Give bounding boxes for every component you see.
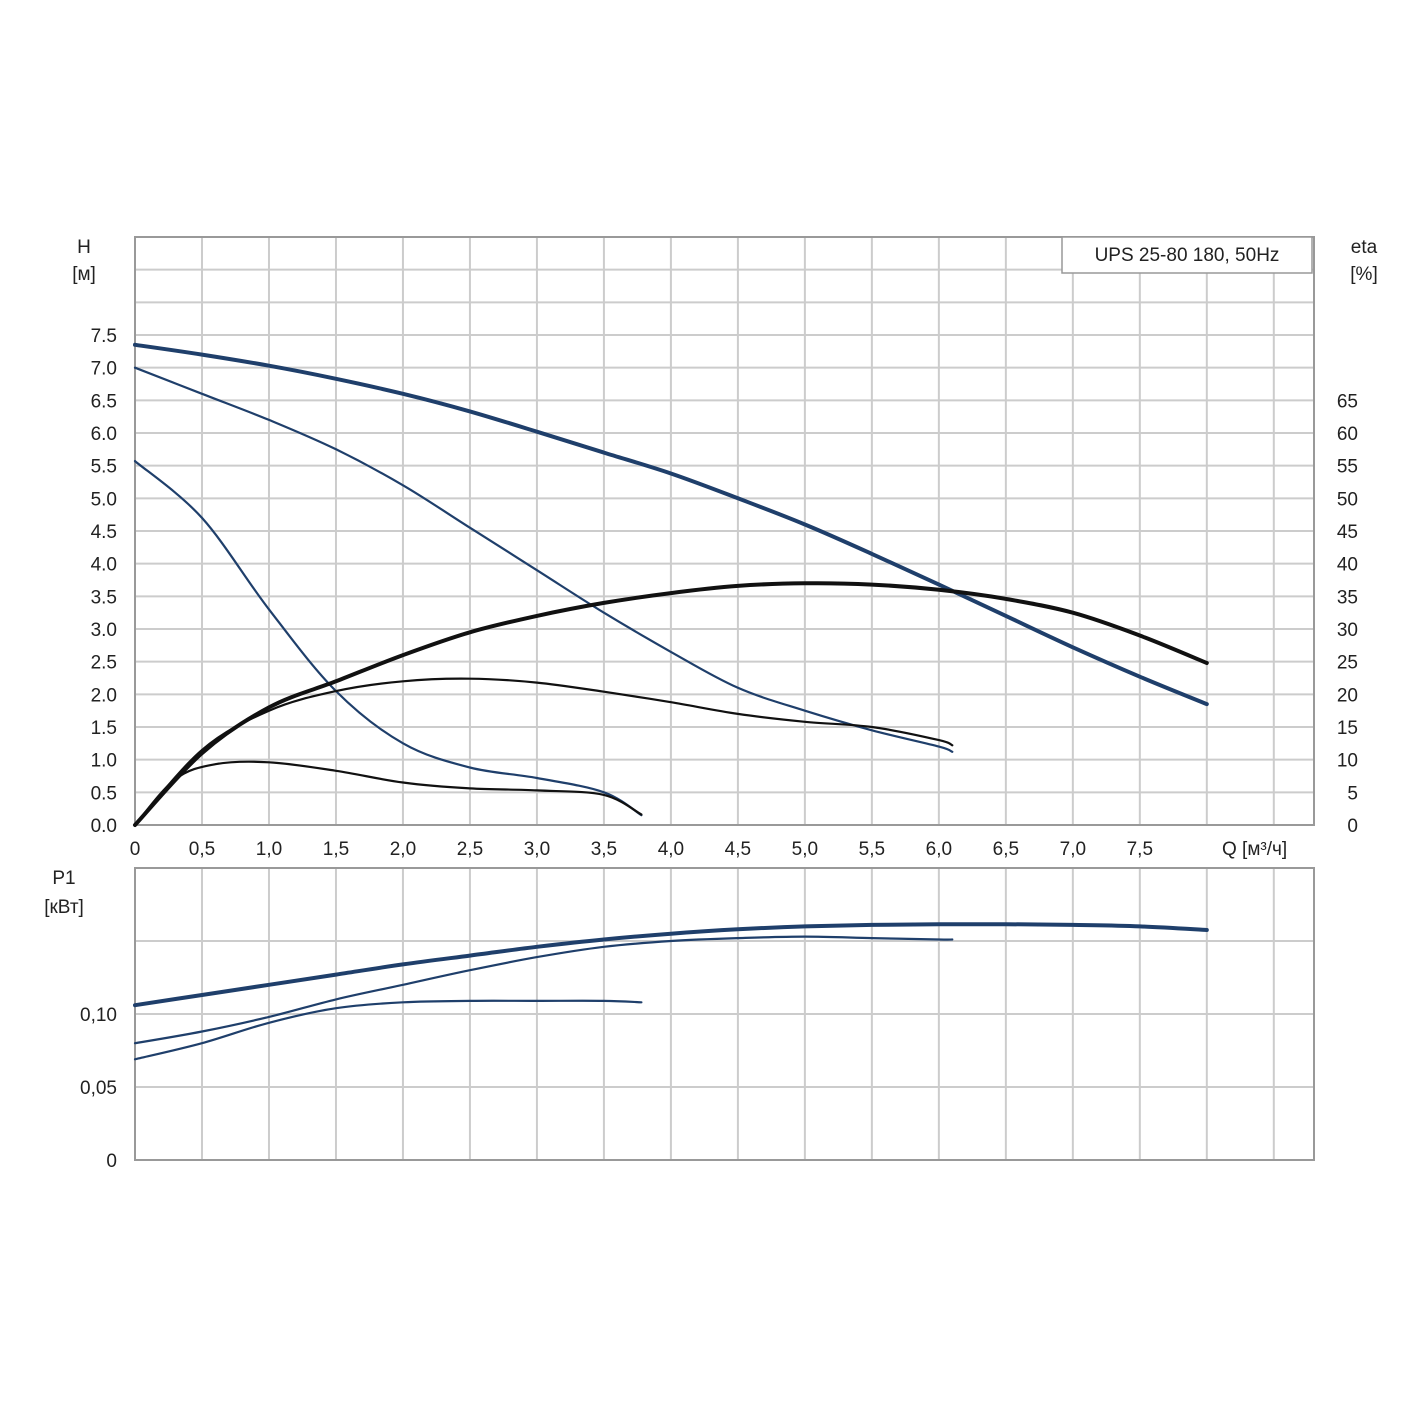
- x-tick-label: 4,5: [725, 839, 751, 860]
- y-tick-label-eta: 25: [1337, 653, 1358, 674]
- x-tick-label: 1,5: [323, 839, 349, 860]
- y-tick-label-head: 5.0: [91, 489, 117, 510]
- y-tick-label-eta: 20: [1337, 685, 1358, 706]
- power-curve-1: [133, 935, 954, 1045]
- y-tick-label-head: 4.0: [91, 555, 117, 576]
- power-curve-0: [133, 922, 1209, 1008]
- y-axis-label-eta: eta: [1351, 237, 1378, 258]
- y-axis-label-power: P1: [52, 868, 75, 889]
- efficiency-curve-5: [133, 760, 643, 827]
- power-chart-grid: [135, 868, 1314, 1160]
- head-chart-grid: [135, 237, 1314, 825]
- y-tick-label-head: 4.5: [91, 522, 117, 543]
- x-tick-label: 5,5: [859, 839, 885, 860]
- x-tick-label: 3,0: [524, 839, 550, 860]
- y-tick-label-eta: 5: [1347, 783, 1358, 804]
- y-tick-label-head: 2.5: [91, 653, 117, 674]
- x-tick-label: 2,5: [457, 839, 483, 860]
- x-tick-label: 0,5: [189, 839, 215, 860]
- x-tick-label: 1,0: [256, 839, 282, 860]
- y-tick-label-head: 0.5: [91, 783, 117, 804]
- y-tick-label-head: 2.0: [91, 685, 117, 706]
- y-tick-label-head: 1.5: [91, 718, 117, 739]
- efficiency-curve-3: [133, 581, 1209, 827]
- y-tick-label-eta: 40: [1337, 555, 1358, 576]
- y-tick-label-head: 3.0: [91, 620, 117, 641]
- x-tick-label: 4,0: [658, 839, 684, 860]
- x-tick-label: 3,5: [591, 839, 617, 860]
- y-tick-label-head: 5.5: [91, 457, 117, 478]
- y-tick-label-head: 1.0: [91, 751, 117, 772]
- power-chart-series: [133, 922, 1209, 1061]
- x-tick-label: 6,5: [993, 839, 1019, 860]
- y-tick-label-eta: 30: [1337, 620, 1358, 641]
- x-tick-label: 5,0: [792, 839, 818, 860]
- y-tick-label-eta: 35: [1337, 587, 1358, 608]
- x-tick-label: 2,0: [390, 839, 416, 860]
- x-tick-label: 6,0: [926, 839, 952, 860]
- y-tick-label-head: 7.5: [91, 326, 117, 347]
- y-tick-label-eta: 0: [1347, 816, 1358, 837]
- head-curve-1: [133, 366, 954, 753]
- y-tick-label-power: 0,05: [80, 1078, 117, 1099]
- x-tick-label: 0: [130, 839, 141, 860]
- x-axis-label: Q [м³/ч]: [1222, 839, 1287, 860]
- x-tick-label: 7,5: [1127, 839, 1153, 860]
- y-tick-label-head: 6.0: [91, 424, 117, 445]
- x-tick-label: 7,0: [1060, 839, 1086, 860]
- y-axis-unit-power: [кВт]: [44, 897, 84, 918]
- y-axis-unit-head: [м]: [72, 264, 96, 285]
- y-tick-label-eta: 50: [1337, 489, 1358, 510]
- y-tick-label-power: 0,10: [80, 1005, 117, 1026]
- power-chart-ticks: 0 0,05 0,10: [80, 1005, 117, 1172]
- head-curve-2: [133, 460, 643, 817]
- y-tick-label-head: 3.5: [91, 587, 117, 608]
- head-chart-series: [133, 342, 1209, 827]
- head-curve-0: [133, 342, 1209, 707]
- power-chart-frame: [134, 867, 1315, 1161]
- y-tick-label-head: 0.0: [91, 816, 117, 837]
- y-tick-label-eta: 55: [1337, 457, 1358, 478]
- legend-box: [1061, 236, 1313, 274]
- y-tick-label-head: 7.0: [91, 359, 117, 380]
- y-tick-label-eta: 45: [1337, 522, 1358, 543]
- y-tick-label-eta: 10: [1337, 751, 1358, 772]
- head-chart-frame: [134, 236, 1315, 826]
- y-axis-unit-eta: [%]: [1350, 264, 1377, 285]
- y-axis-label-head: H: [77, 237, 91, 258]
- y-tick-label-eta: 60: [1337, 424, 1358, 445]
- y-tick-label-eta: 65: [1337, 391, 1358, 412]
- y-tick-label-power: 0: [106, 1151, 117, 1172]
- power-curve-2: [133, 999, 643, 1061]
- chart-title-legend: UPS 25-80 180, 50Hz: [1095, 245, 1280, 266]
- efficiency-curve-4: [133, 677, 954, 827]
- y-tick-label-eta: 15: [1337, 718, 1358, 739]
- head-chart-ticks: 0 0,5 1,0 1,5 2,0 2,5 3,0 3,5 4,0 4,5 5,0 5,5 6,0 6,5…: [91, 326, 1358, 860]
- y-tick-label-head: 6.5: [91, 391, 117, 412]
